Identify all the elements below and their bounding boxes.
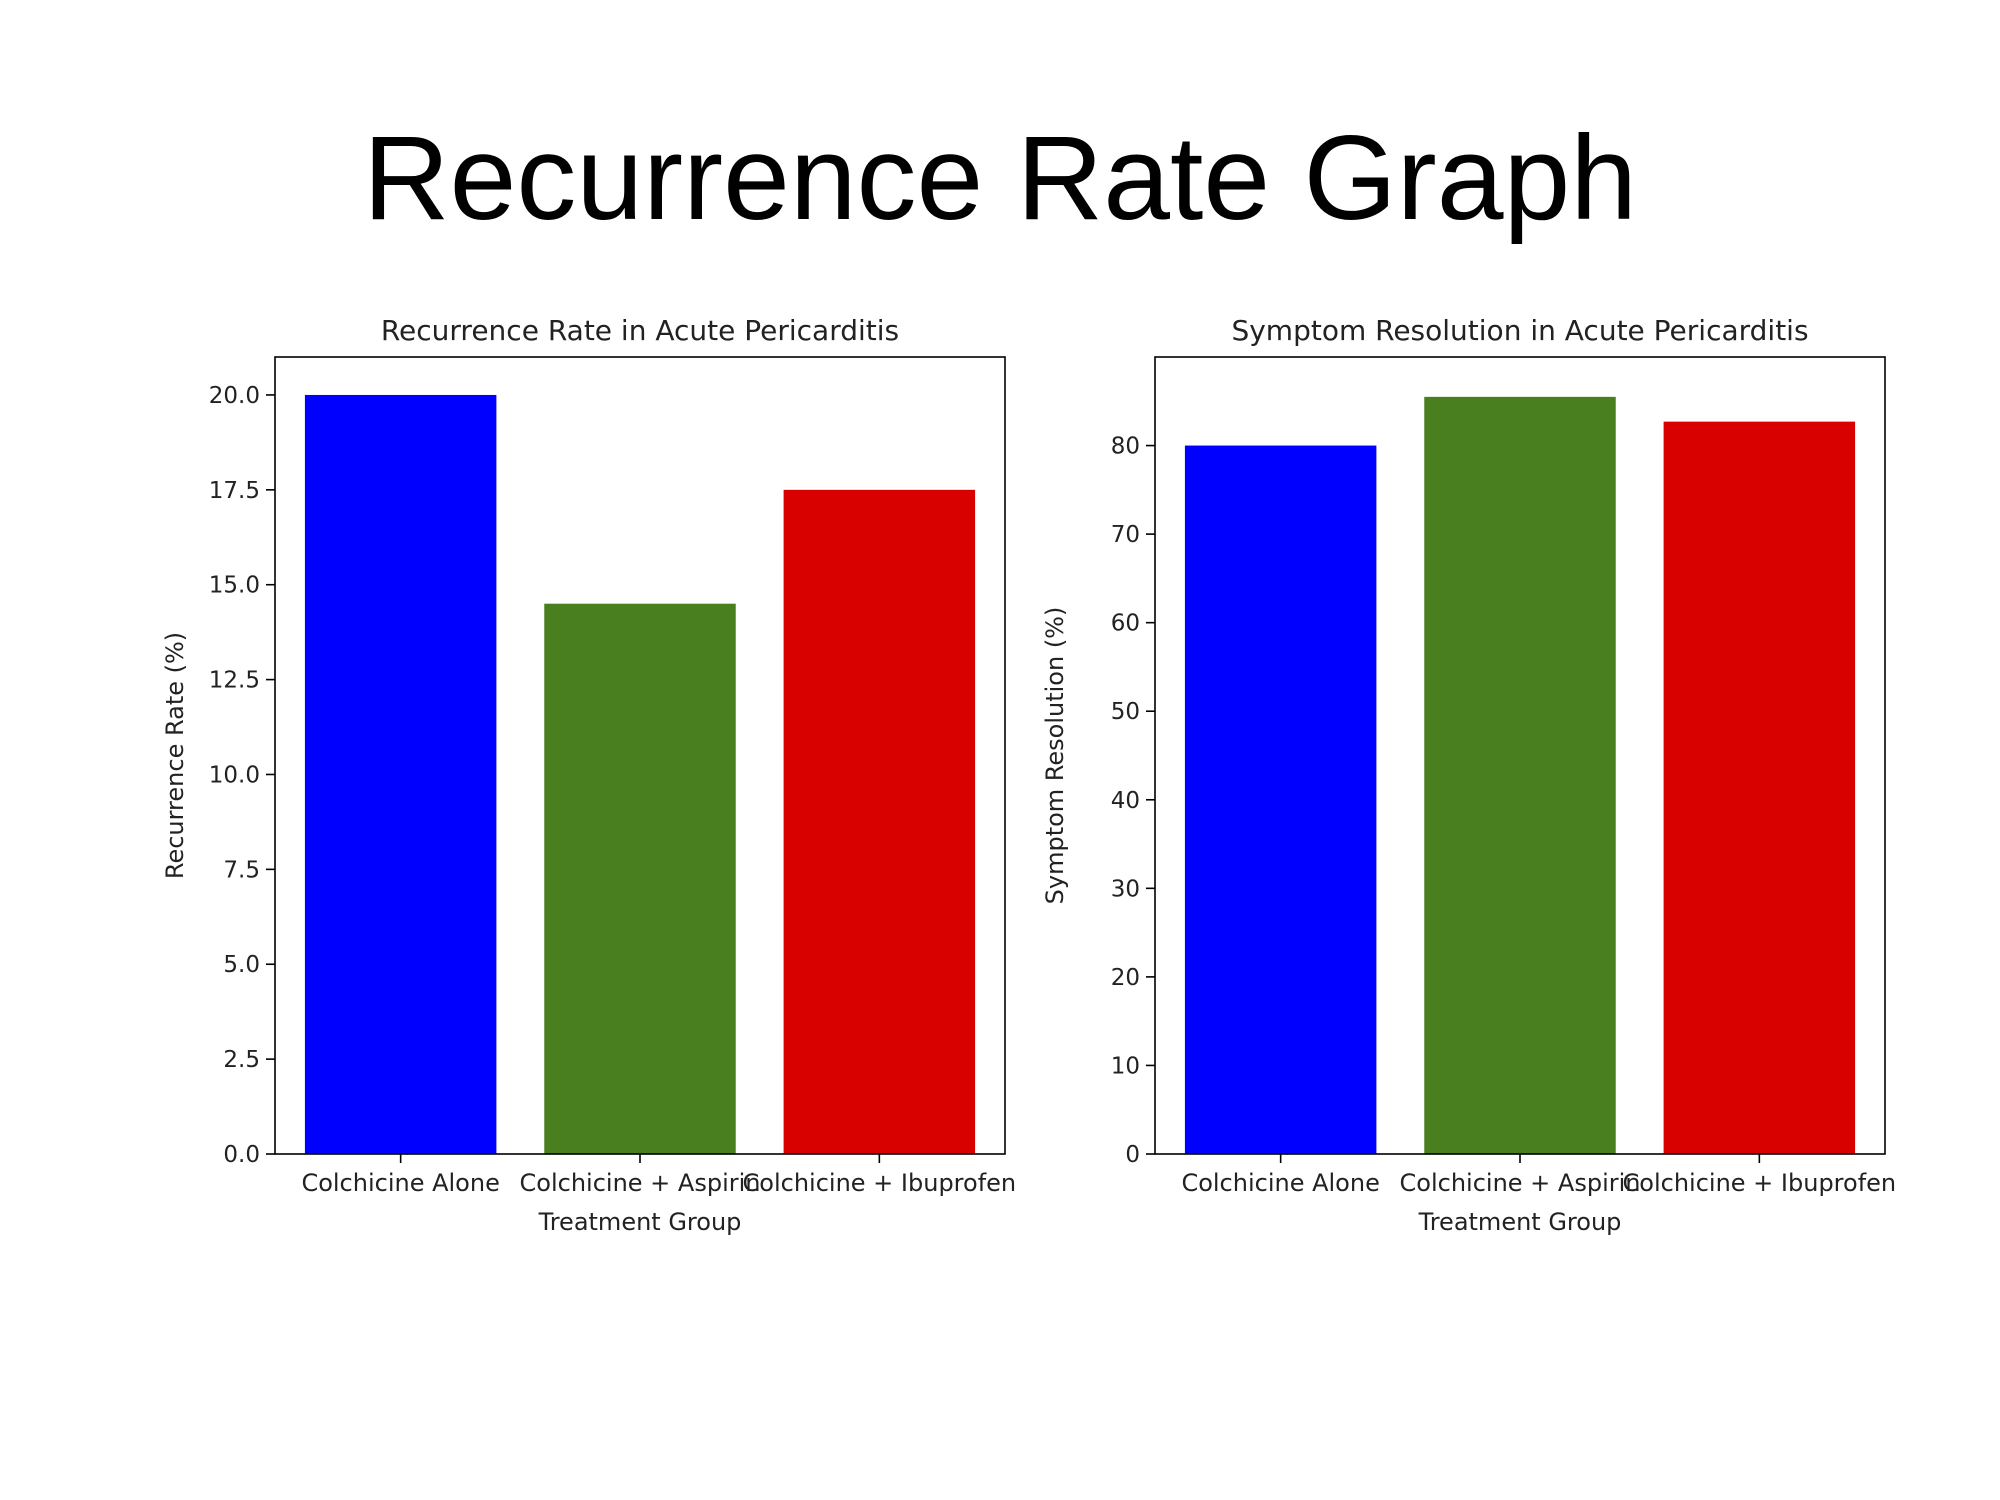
y-tick-label: 15.0	[209, 573, 260, 599]
bar-3	[783, 489, 976, 1154]
y-tick-label: 12.5	[209, 668, 260, 694]
x-axis-label: Treatment Group	[1418, 1208, 1622, 1236]
y-tick-label: 20	[1111, 965, 1140, 991]
chart-title: Recurrence Rate in Acute Pericarditis	[381, 314, 899, 347]
chart-title: Symptom Resolution in Acute Pericarditis	[1231, 314, 1808, 347]
x-axis-label: Treatment Group	[538, 1208, 742, 1236]
y-tick-label: 10	[1111, 1053, 1140, 1079]
x-tick-label: Colchicine + Aspirin	[520, 1169, 761, 1197]
y-tick-label: 70	[1111, 522, 1140, 548]
slide-title: Recurrence Rate Graph	[363, 111, 1637, 245]
y-tick-label: 2.5	[223, 1047, 260, 1073]
y-tick-label: 80	[1111, 434, 1140, 460]
y-tick-label: 50	[1111, 699, 1140, 725]
bar-2	[544, 603, 736, 1154]
bar-3	[1663, 421, 1856, 1154]
y-tick-label: 7.5	[223, 857, 260, 883]
symptom-resolution-chart: Symptom Resolution in Acute Pericarditis…	[1041, 314, 1897, 1236]
bar-2	[1424, 396, 1616, 1155]
bar-1	[304, 394, 497, 1154]
y-tick-label: 10.0	[209, 762, 260, 788]
bar-1	[1184, 445, 1377, 1154]
y-tick-label: 30	[1111, 876, 1140, 902]
x-tick-label: Colchicine Alone	[1181, 1169, 1379, 1197]
y-tick-label: 20.0	[209, 383, 260, 409]
y-axis-label: Symptom Resolution (%)	[1041, 607, 1069, 905]
x-tick-label: Colchicine + Ibuprofen	[1623, 1169, 1897, 1197]
x-tick-label: Colchicine + Ibuprofen	[743, 1169, 1017, 1197]
x-tick-label: Colchicine + Aspirin	[1400, 1169, 1641, 1197]
y-tick-label: 60	[1111, 611, 1140, 637]
y-axis-label: Recurrence Rate (%)	[161, 632, 189, 879]
y-tick-label: 0.0	[223, 1142, 260, 1168]
y-tick-label: 5.0	[223, 952, 260, 978]
y-tick-label: 40	[1111, 788, 1140, 814]
y-tick-label: 17.5	[209, 478, 260, 504]
recurrence-rate-chart: Recurrence Rate in Acute Pericarditis 0.0…	[161, 314, 1017, 1236]
y-tick-label: 0	[1125, 1142, 1140, 1168]
x-tick-label: Colchicine Alone	[301, 1169, 499, 1197]
